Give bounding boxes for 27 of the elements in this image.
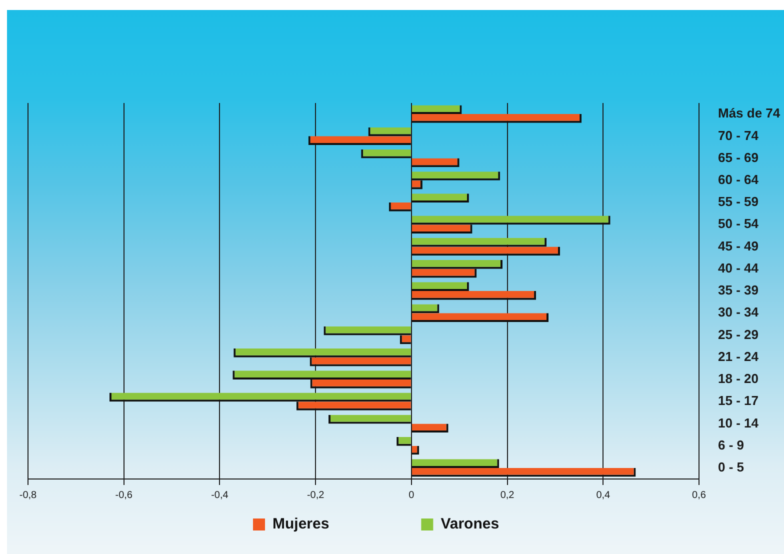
y-tick-label: 10 - 14 <box>718 415 760 430</box>
y-tick-label: 21 - 24 <box>718 348 760 364</box>
y-tick-label: 45 - 49 <box>718 238 758 254</box>
y-tick-label: 70 - 74 <box>718 128 760 143</box>
y-tick-label: 60 - 64 <box>718 172 760 187</box>
y-tick-label: 50 - 54 <box>718 216 760 232</box>
y-tick-label: 6 - 9 <box>718 437 744 452</box>
y-tick-label: 40 - 44 <box>718 260 760 276</box>
x-tick-label: 0,2 <box>500 490 515 501</box>
legend-label: Mujeres <box>272 516 330 533</box>
y-tick-label: 25 - 29 <box>718 326 758 342</box>
x-tick-label: -0,2 <box>306 490 325 501</box>
y-tick-label: 30 - 34 <box>718 304 760 320</box>
y-tick-label: 18 - 20 <box>718 371 758 386</box>
x-tick-label: 0,6 <box>692 490 706 501</box>
x-tick-label: -0,4 <box>211 490 229 501</box>
y-tick-label: 35 - 39 <box>718 282 758 298</box>
x-tick-label: 0 <box>408 490 415 501</box>
y-tick-label: 65 - 69 <box>718 150 758 165</box>
x-tick-label: -0,8 <box>19 490 38 501</box>
legend-label: Varones <box>440 516 500 533</box>
y-tick-label: 15 - 17 <box>718 393 758 408</box>
x-tick-label: -0,6 <box>115 490 133 501</box>
y-tick-label: Más de 74 <box>718 106 781 121</box>
y-tick-label: 0 - 5 <box>718 460 744 475</box>
x-tick-label: 0,4 <box>596 490 611 501</box>
y-tick-label: 55 - 59 <box>718 194 758 210</box>
